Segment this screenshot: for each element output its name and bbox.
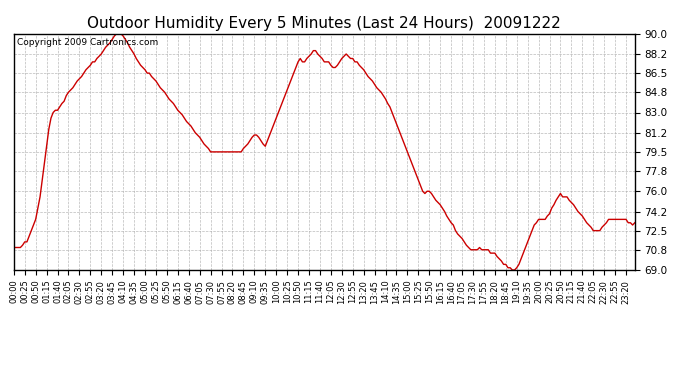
Text: Copyright 2009 Cartronics.com: Copyright 2009 Cartronics.com (17, 39, 158, 48)
Title: Outdoor Humidity Every 5 Minutes (Last 24 Hours)  20091222: Outdoor Humidity Every 5 Minutes (Last 2… (88, 16, 561, 31)
